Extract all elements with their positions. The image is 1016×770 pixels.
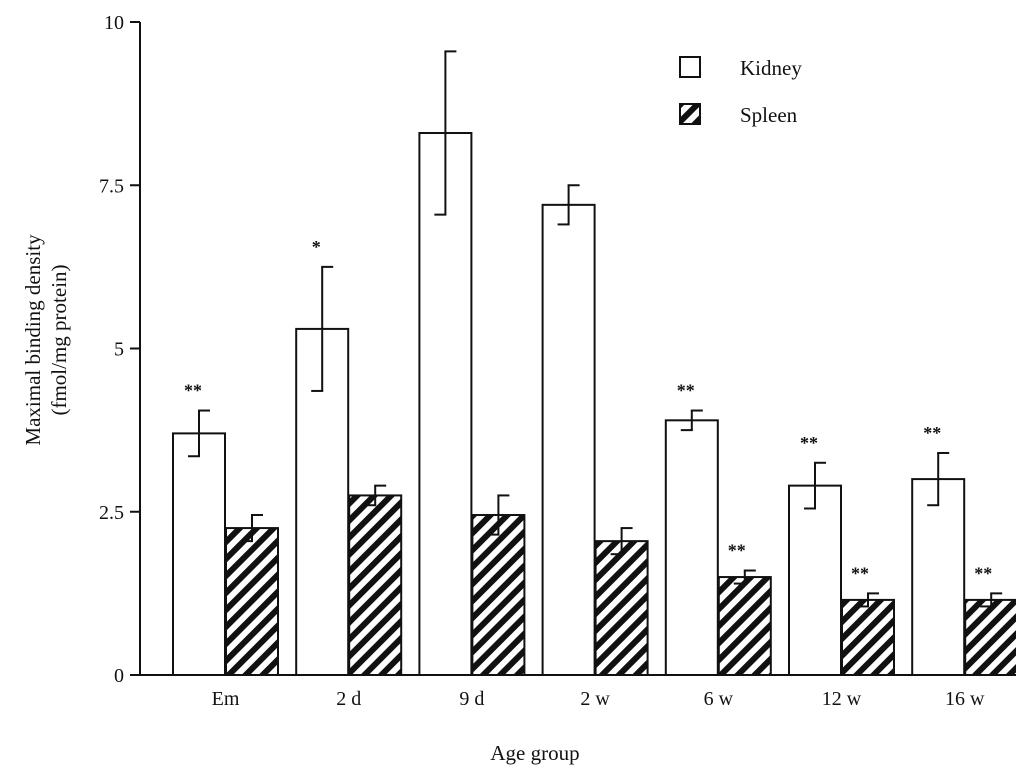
legend-swatch-kidney: [679, 56, 701, 78]
x-tick-label: 2 w: [580, 688, 610, 710]
bar-spleen-12w: [841, 598, 895, 677]
x-tick-label: Em: [212, 688, 240, 710]
bar-kidney-2w: [541, 203, 596, 676]
x-tick-label: 2 d: [336, 688, 361, 710]
significance-mark: **: [800, 433, 818, 453]
bar-kidney-em: [172, 432, 226, 677]
y-tick-label: 10: [104, 12, 124, 34]
y-tick-label: 0: [114, 665, 124, 687]
significance-mark: *: [312, 237, 321, 257]
y-tick-label: 2.5: [99, 502, 124, 524]
bar-kidney-16w: [911, 478, 966, 676]
legend-label-kidney: Kidney: [740, 56, 802, 80]
bar-spleen-em: [225, 527, 279, 677]
significance-mark: **: [728, 541, 746, 561]
bar-kidney-12w: [788, 484, 842, 676]
y-axis-title-line1: Maximal binding density: [21, 234, 45, 446]
error-bars: [188, 50, 1003, 608]
x-tick-label: 6 w: [704, 688, 734, 710]
legend: Kidney Spleen: [679, 56, 802, 127]
y-ticks: 0 2.5 5 7.5 10: [99, 12, 140, 687]
legend-label-spleen: Spleen: [740, 103, 798, 127]
x-ticks: Em 2 d 9 d 2 w 6 w 12 w 16 w: [212, 688, 985, 710]
bar-spleen-2w: [594, 540, 649, 677]
bar-spleen-9d: [471, 514, 526, 677]
bar-spleen-6w: [717, 576, 772, 676]
bar-kidney-6w: [664, 419, 719, 676]
significance-mark: **: [923, 423, 941, 443]
legend-swatch-spleen: [679, 103, 701, 125]
bars: [172, 132, 1016, 677]
significance-mark: **: [851, 563, 869, 583]
significance-mark: **: [184, 381, 202, 401]
significance-mark: **: [677, 381, 695, 401]
y-tick-label: 7.5: [99, 175, 124, 197]
bar-spleen-16w: [964, 598, 1016, 677]
significance-mark: **: [974, 563, 992, 583]
x-axis-title: Age group: [490, 741, 579, 765]
y-tick-label: 5: [114, 339, 124, 361]
y-axis-title-line2: (fmol/mg protein): [47, 264, 71, 415]
x-tick-label: 12 w: [822, 688, 862, 710]
x-tick-label: 9 d: [459, 688, 484, 710]
bar-spleen-2d: [348, 494, 403, 676]
x-tick-label: 16 w: [945, 688, 985, 710]
significance-marks: ***************: [184, 237, 992, 584]
